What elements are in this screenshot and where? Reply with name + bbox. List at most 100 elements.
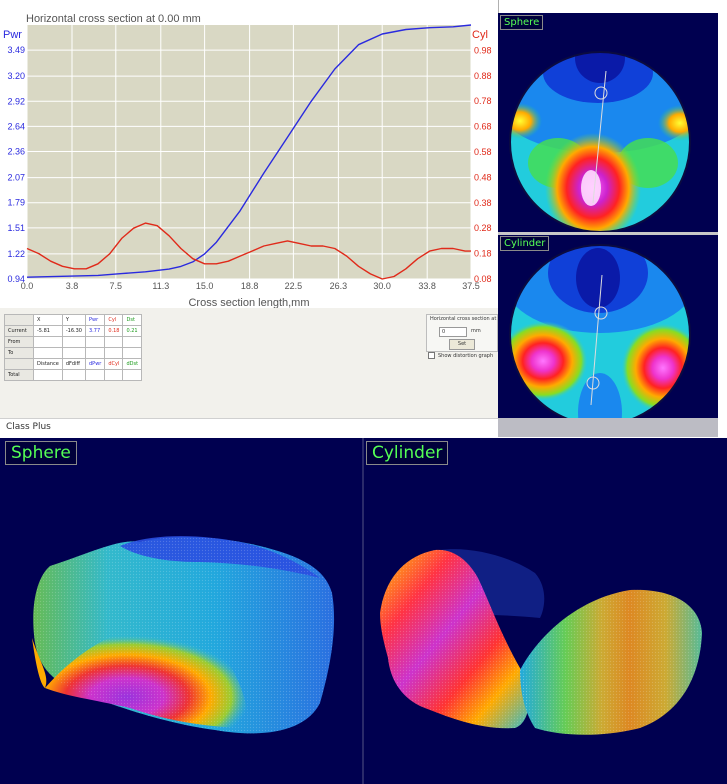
- horizontal-section-title: Horizontal cross section at: [430, 316, 497, 322]
- x-tick-label: 7.5: [110, 281, 123, 291]
- app-name: Class Plus: [6, 422, 51, 432]
- y-tick-label: 2.92: [7, 96, 25, 106]
- subheader-ddst: dDst: [122, 358, 143, 370]
- table-cell: [61, 347, 87, 359]
- x-axis-label: Cross section length,mm: [188, 297, 309, 309]
- left-axis-ticks: 0.94 1.22 1.51 1.79 2.07 2.36 2.64 2.92 3.20 3.49: [7, 45, 25, 284]
- to-row-button[interactable]: To: [4, 347, 34, 359]
- subheader-dfdiff: dFdiff: [61, 358, 87, 370]
- current-cyl-value: 0.18: [104, 325, 124, 337]
- table-cell: [33, 336, 63, 348]
- y2-tick-label: 0.28: [474, 223, 492, 233]
- table-cell: [61, 369, 87, 381]
- current-dst-value: 0.21: [122, 325, 143, 337]
- 3d-views-graphic: [32, 438, 702, 784]
- cross-section-panel: Horizontal cross section at 0.00 mm Pwr …: [0, 0, 499, 437]
- y-tick-label: 2.07: [7, 173, 25, 183]
- subheader-corner: [4, 358, 34, 370]
- x-tick-label: 22.5: [285, 281, 303, 291]
- table-cell: [33, 347, 63, 359]
- checkbox-label: Show distortion graph: [438, 353, 494, 359]
- contour-maps-column: Sphere Cylinder: [498, 13, 718, 437]
- series-line-cyl: [26, 222, 471, 280]
- subheader-distance: Distance: [33, 358, 63, 370]
- right-axis-ticks: 0.08 0.18 0.28 0.38 0.48 0.58 0.68 0.78 0.88 0.98: [474, 45, 492, 284]
- y2-tick-label: 0.78: [474, 96, 492, 106]
- contour-maps-graphic: [498, 51, 718, 437]
- table-cell: [104, 347, 124, 359]
- 3d-views-panel: Sphere Cylinder: [0, 438, 727, 784]
- table-cell: [61, 336, 87, 348]
- x-tick-label: 37.5: [462, 281, 480, 291]
- 3d-divider: [362, 438, 364, 784]
- y-tick-label: 0.94: [7, 274, 25, 284]
- x-tick-label: 3.8: [66, 281, 79, 291]
- y-tick-label: 3.20: [7, 71, 25, 81]
- status-bar: Class Plus: [0, 418, 498, 437]
- y2-tick-label: 0.18: [474, 249, 492, 259]
- table-cell: [84, 369, 106, 381]
- table-cell: [104, 369, 124, 381]
- table-cell: [122, 336, 143, 348]
- section-unit-label: mm: [471, 328, 481, 334]
- table-cell: [104, 336, 124, 348]
- series-lines: [26, 24, 472, 280]
- table-header-cyl: Cyl: [104, 314, 124, 326]
- cylinder-map-title: Cylinder: [500, 236, 550, 251]
- subheader-dpwr: dPwr: [84, 358, 106, 370]
- sphere-map-title: Sphere: [500, 15, 544, 30]
- sphere-map: [509, 51, 691, 233]
- table-cell: [33, 369, 63, 381]
- checkbox-box[interactable]: [428, 352, 435, 359]
- y-tick-label: 1.51: [7, 223, 25, 233]
- series-line-pwr: [26, 24, 472, 278]
- y2-tick-label: 0.38: [474, 198, 492, 208]
- table-cell: [84, 336, 106, 348]
- table-cell: [122, 347, 143, 359]
- right-axis-label: Cyl: [472, 29, 488, 41]
- from-row-button[interactable]: From: [4, 336, 34, 348]
- table-header-corner: [4, 314, 34, 326]
- horizontal-section-box: Horizontal cross section at 0 mm Set: [426, 314, 498, 352]
- sphere-3d-surface: [32, 536, 335, 734]
- y-tick-label: 2.64: [7, 121, 25, 131]
- left-axis-label: Pwr: [3, 29, 22, 41]
- current-y-value: -16.30: [61, 325, 87, 337]
- y-tick-label: 2.36: [7, 147, 25, 157]
- map-divider: [498, 232, 718, 235]
- set-button[interactable]: Set: [449, 339, 475, 350]
- section-position-input[interactable]: 0: [439, 327, 467, 337]
- table-header-dst: Dst: [122, 314, 143, 326]
- y2-tick-label: 0.48: [474, 172, 492, 182]
- cylinder-3d-surface: [380, 549, 702, 735]
- x-tick-label: 33.8: [418, 281, 436, 291]
- y2-tick-label: 0.08: [474, 274, 492, 284]
- grid-lines: [26, 25, 472, 280]
- table-cell: [84, 347, 106, 359]
- current-pwr-value: 3.77: [84, 325, 106, 337]
- y2-tick-label: 0.88: [474, 71, 492, 81]
- y2-tick-label: 0.58: [474, 147, 492, 157]
- total-row-button[interactable]: Total: [4, 369, 34, 381]
- subheader-dcyl: dCyl: [104, 358, 124, 370]
- measurement-table: X Y Pwr Cyl Dst Current -5.81 -16.30 3.7…: [4, 314, 143, 381]
- x-axis-ticks: 0.0 3.8 7.5 11.3 15.0 18.8 22.5 26.3 30.0 33.8 37.…: [21, 281, 480, 291]
- x-tick-label: 30.0: [373, 281, 391, 291]
- y-tick-label: 3.49: [7, 45, 25, 55]
- current-x-value: -5.81: [33, 325, 63, 337]
- distortion-graph-checkbox[interactable]: Show distortion graph: [428, 352, 493, 359]
- x-tick-label: 11.3: [152, 281, 169, 291]
- cylinder-3d-title: Cylinder: [366, 441, 449, 465]
- table-header-y: Y: [61, 314, 87, 326]
- current-row-button[interactable]: Current: [4, 325, 34, 337]
- x-tick-label: 15.0: [196, 281, 214, 291]
- x-tick-label: 26.3: [330, 281, 348, 291]
- table-header-x: X: [33, 314, 63, 326]
- y2-tick-label: 0.98: [474, 45, 492, 55]
- cross-section-graph: Horizontal cross section at 0.00 mm Pwr …: [0, 10, 498, 312]
- measurement-area: X Y Pwr Cyl Dst Current -5.81 -16.30 3.7…: [0, 308, 498, 418]
- cylinder-map: [509, 244, 691, 426]
- table-cell: [122, 369, 143, 381]
- y2-tick-label: 0.68: [474, 122, 492, 132]
- table-header-pwr: Pwr: [84, 314, 106, 326]
